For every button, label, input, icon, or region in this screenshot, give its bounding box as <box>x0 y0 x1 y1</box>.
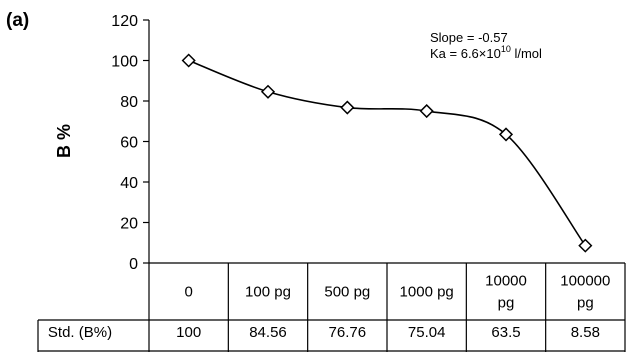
y-tick-label: 120 <box>111 13 138 30</box>
ka-annotation-unit: l/mol <box>511 46 542 61</box>
y-tick-label: 20 <box>120 216 138 233</box>
ka-annotation-base: Ka = 6.6×10 <box>430 46 501 61</box>
slope-annotation: Slope = -0.57 <box>430 30 508 45</box>
category-label: 1000 pg <box>400 284 454 301</box>
panel-label: (a) <box>6 10 29 31</box>
category-label: 0 <box>184 284 192 301</box>
data-table: 0 100 pg 500 pg 1000 pg 10000 pg 100000 pg Std.… <box>37 262 626 352</box>
y-tick-label: 80 <box>120 94 138 111</box>
series-line-std <box>188 59 586 247</box>
y-tick-label: 40 <box>120 175 138 192</box>
y-tick-label: 60 <box>120 135 138 152</box>
table-value: 8.58 <box>571 324 600 341</box>
table-value: 84.56 <box>249 324 287 341</box>
data-point <box>498 127 514 142</box>
data-point <box>340 100 355 115</box>
data-points <box>181 53 593 253</box>
data-point <box>578 238 593 253</box>
y-axis-label: B % <box>54 124 74 158</box>
table-value: 75.04 <box>408 324 446 341</box>
category-label: 10000 <box>485 273 527 290</box>
data-point <box>260 84 276 99</box>
fit-annotation: Slope = -0.57 Ka = 6.6×1010 l/mol <box>430 30 542 61</box>
data-point <box>181 53 196 68</box>
category-label: 100000 <box>560 273 610 290</box>
category-label: pg <box>577 295 594 312</box>
table-value: 100 <box>176 324 201 341</box>
ka-annotation: Ka = 6.6×1010 l/mol <box>430 44 542 61</box>
y-tick-label: 100 <box>111 54 138 71</box>
table-value: 63.5 <box>491 324 520 341</box>
category-label: 100 pg <box>245 284 291 301</box>
table-category-labels: 0 100 pg 500 pg 1000 pg 10000 pg 100000 pg <box>184 273 610 312</box>
table-grid <box>37 262 626 352</box>
table-values: 100 84.56 76.76 75.04 63.5 8.58 <box>176 324 600 341</box>
table-value: 76.76 <box>329 324 367 341</box>
category-label: 500 pg <box>324 284 370 301</box>
category-label: pg <box>498 295 515 312</box>
y-tick-label: 0 <box>129 256 138 273</box>
y-ticks: 0 20 40 60 80 100 120 <box>111 13 149 273</box>
ka-annotation-exponent: 10 <box>501 44 511 54</box>
series-label: Std. (B%) <box>48 324 112 341</box>
data-point <box>419 103 434 119</box>
